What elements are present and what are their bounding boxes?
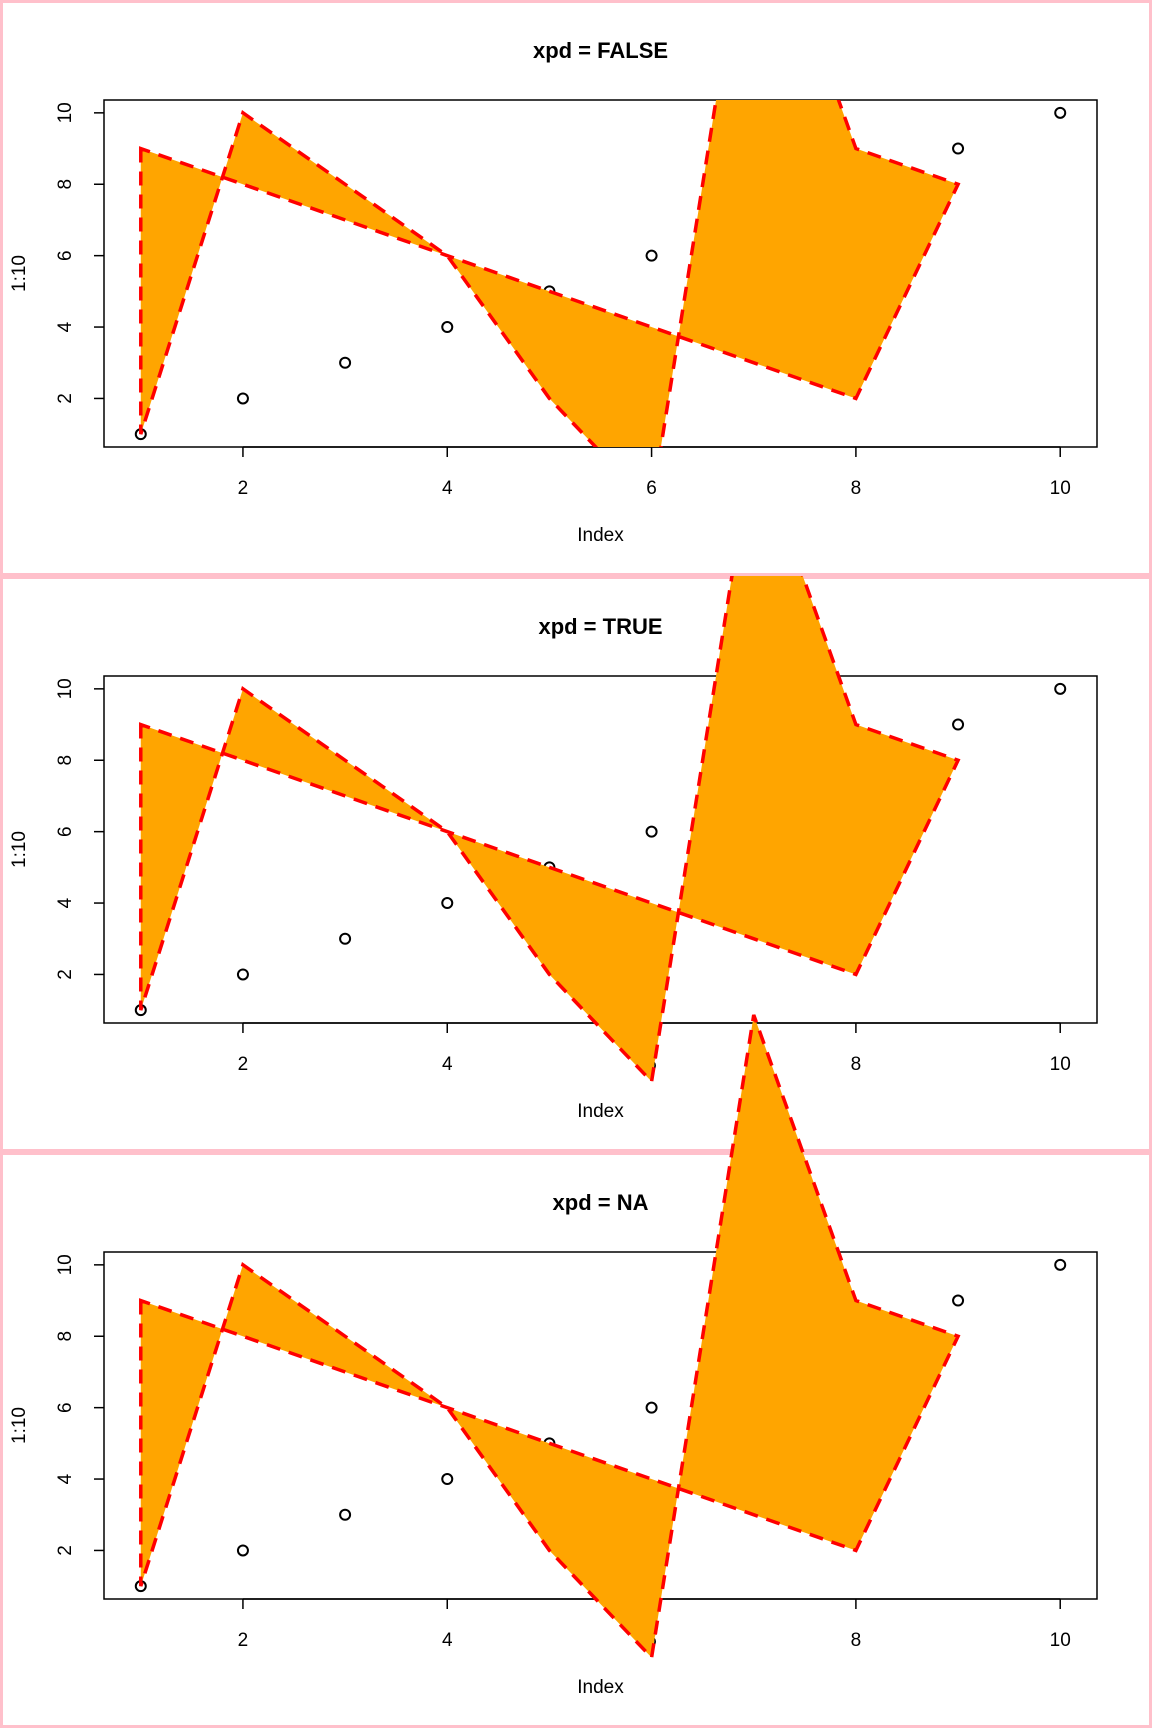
polygon	[139, 100, 961, 447]
x-tick-label: 2	[238, 1630, 249, 1651]
point	[236, 968, 249, 981]
point	[441, 897, 454, 910]
point	[441, 321, 454, 334]
point	[236, 392, 249, 405]
point	[1054, 106, 1067, 119]
x-tick-label: 10	[1050, 1630, 1071, 1651]
x-tick-label: 2	[238, 478, 249, 499]
x-tick-label: 8	[851, 1630, 862, 1651]
point	[1054, 1258, 1067, 1271]
y-tick-label: 10	[55, 678, 76, 699]
polygon	[139, 576, 961, 1086]
y-tick-label: 4	[55, 321, 76, 332]
point	[1054, 682, 1067, 695]
panel-border	[0, 0, 1152, 576]
chart-title: xpd = NA	[553, 1190, 649, 1215]
y-axis-label: 1:10	[9, 255, 30, 292]
panel-border	[0, 576, 1152, 1152]
y-tick-label: 2	[55, 393, 76, 404]
point	[441, 1473, 454, 1486]
point	[339, 356, 352, 369]
y-tick-label: 4	[55, 1473, 76, 1484]
x-tick-label: 10	[1050, 478, 1071, 499]
y-tick-label: 4	[55, 897, 76, 908]
x-tick-label: 4	[442, 1054, 453, 1075]
y-tick-label: 6	[55, 826, 76, 837]
x-axis-label: Index	[577, 1101, 624, 1122]
y-tick-label: 2	[55, 1545, 76, 1556]
chart-title: xpd = FALSE	[533, 38, 668, 63]
point	[236, 1544, 249, 1557]
x-tick-label: 8	[851, 478, 862, 499]
y-tick-label: 2	[55, 969, 76, 980]
y-tick-label: 10	[55, 102, 76, 123]
point	[952, 1294, 965, 1307]
y-tick-label: 8	[55, 755, 76, 766]
point	[339, 932, 352, 945]
x-axis-label: Index	[577, 525, 624, 546]
point	[339, 1508, 352, 1521]
y-tick-label: 10	[55, 1254, 76, 1275]
panel-border	[0, 1152, 1152, 1728]
x-tick-label: 4	[442, 478, 453, 499]
point	[645, 825, 658, 838]
y-axis-label: 1:10	[9, 1407, 30, 1444]
x-tick-label: 4	[442, 1630, 453, 1651]
x-axis-label: Index	[577, 1677, 624, 1698]
y-tick-label: 6	[55, 1402, 76, 1413]
y-tick-label: 8	[55, 179, 76, 190]
polygon	[139, 1014, 961, 1662]
x-tick-label: 8	[851, 1054, 862, 1075]
y-axis-label: 1:10	[9, 831, 30, 868]
y-tick-label: 6	[55, 250, 76, 261]
x-tick-label: 6	[646, 478, 657, 499]
point	[952, 142, 965, 155]
point	[645, 249, 658, 262]
point	[952, 718, 965, 731]
point	[645, 1401, 658, 1414]
x-tick-label: 2	[238, 1054, 249, 1075]
x-tick-label: 10	[1050, 1054, 1071, 1075]
chart-title: xpd = TRUE	[538, 614, 662, 639]
y-tick-label: 8	[55, 1331, 76, 1342]
